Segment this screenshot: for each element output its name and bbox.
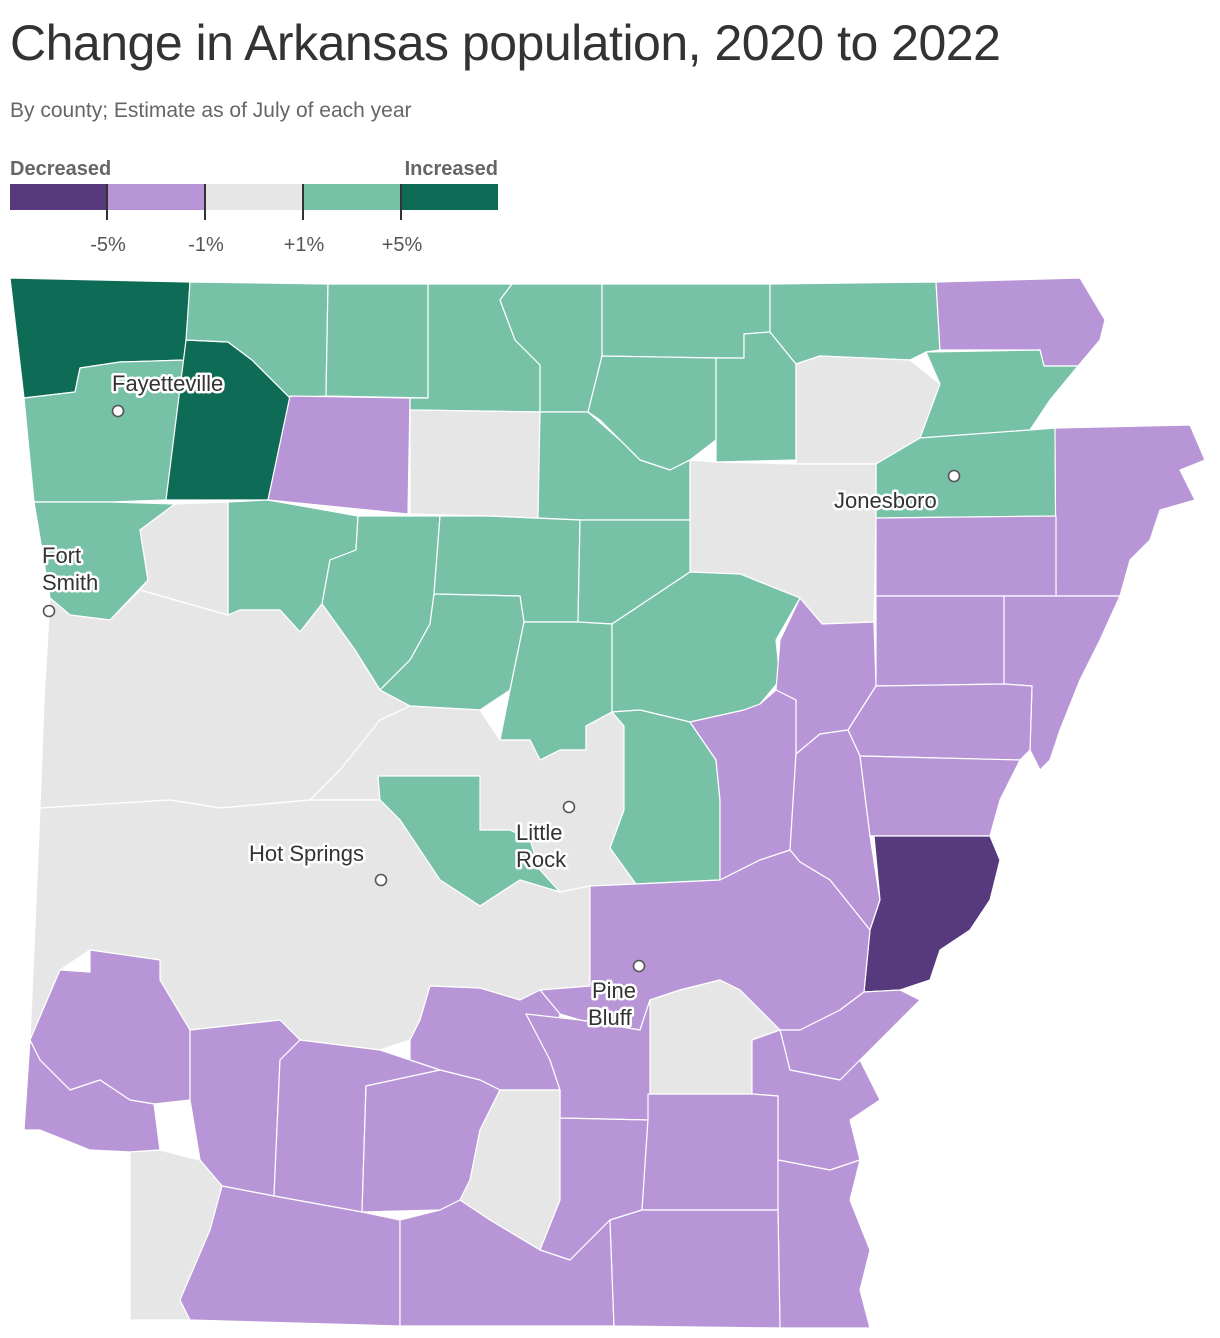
map-title: Change in Arkansas population, 2020 to 2… <box>10 15 1001 71</box>
pine-bluff-label: Pine Bluff <box>588 978 642 1030</box>
fort-smith-label-line1: Fort <box>42 543 81 568</box>
legend-bin-flat <box>205 184 303 210</box>
county <box>641 1093 779 1211</box>
fort-smith-label-line2: Smith <box>42 570 98 595</box>
fayetteville-label: Fayetteville <box>112 371 223 396</box>
legend-bin-strong-decrease <box>10 184 108 210</box>
county <box>777 1159 871 1329</box>
legend-tick-mark <box>106 184 108 220</box>
map-subtitle: By county; Estimate as of July of each y… <box>10 99 412 122</box>
legend-tick-mark <box>400 184 402 220</box>
county <box>769 281 941 365</box>
county <box>325 283 429 399</box>
county <box>847 683 1033 761</box>
legend-tick-label: -5% <box>90 234 126 256</box>
legend-color-bar <box>10 184 498 210</box>
pine-bluff-label-line2: Bluff <box>588 1005 633 1030</box>
legend-bin-increase <box>302 184 401 210</box>
legend: Decreased Increased -5% -1% +1% +5% <box>10 158 498 268</box>
legend-bin-strong-increase <box>400 184 498 210</box>
legend-tick-label: -1% <box>188 234 224 256</box>
hot-springs-dot <box>374 873 388 887</box>
legend-bin-decrease <box>107 184 206 210</box>
legend-tick-label: +5% <box>381 234 423 256</box>
county <box>875 515 1057 597</box>
little-rock-label-line1: Little <box>516 820 562 845</box>
county <box>1054 424 1206 597</box>
county <box>609 1209 781 1329</box>
jonesboro-label: Jonesboro <box>834 488 937 513</box>
county <box>267 395 411 515</box>
legend-tick-mark <box>204 184 206 220</box>
arkansas-county-map: Fayetteville Fort Smith Jonesboro Little… <box>9 277 1206 1329</box>
legend-decreased-label: Decreased <box>10 158 112 180</box>
legend-tick-mark <box>302 184 304 220</box>
county <box>409 409 541 519</box>
county <box>863 835 1001 993</box>
county <box>23 1039 161 1153</box>
county <box>919 349 1079 439</box>
pine-bluff-label-line1: Pine <box>592 978 636 1003</box>
county <box>875 595 1005 687</box>
little-rock-label: Little Rock <box>516 820 569 872</box>
fort-smith-dot <box>42 604 56 618</box>
county <box>399 1199 615 1327</box>
county <box>139 501 229 616</box>
fort-smith-label: Fort Smith <box>42 543 98 595</box>
legend-increased-label: Increased <box>404 158 498 180</box>
county <box>859 755 1021 837</box>
fayetteville-dot <box>111 404 125 418</box>
hot-springs-label: Hot Springs <box>249 841 364 866</box>
little-rock-label-line2: Rock <box>516 847 567 872</box>
jonesboro-dot <box>947 469 961 483</box>
legend-tick-label: +1% <box>283 234 325 256</box>
pine-bluff-dot <box>632 959 646 973</box>
little-rock-dot <box>562 800 576 814</box>
